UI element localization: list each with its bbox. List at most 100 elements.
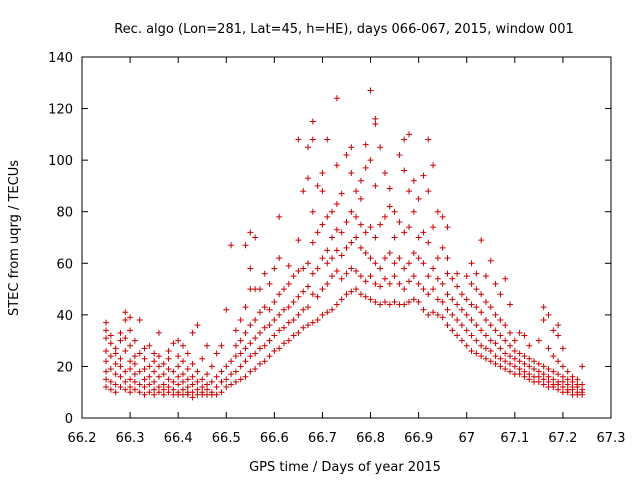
data-point: [420, 286, 427, 293]
data-point: [314, 182, 321, 189]
data-point: [550, 368, 557, 375]
data-point: [329, 234, 336, 241]
data-point: [309, 118, 316, 125]
data-point: [401, 229, 408, 236]
data-point: [127, 376, 134, 383]
data-point: [295, 136, 302, 143]
data-point: [319, 170, 326, 177]
data-point: [333, 95, 340, 102]
data-point: [338, 229, 345, 236]
data-point: [314, 317, 321, 324]
data-point: [357, 221, 364, 228]
data-point: [353, 234, 360, 241]
plot-frame: [81, 56, 612, 419]
data-point: [487, 358, 494, 365]
data-point: [305, 304, 312, 311]
data-point: [386, 301, 393, 308]
data-point: [362, 229, 369, 236]
data-point: [579, 363, 586, 370]
data-point: [300, 188, 307, 195]
data-point: [564, 381, 571, 388]
data-point: [285, 337, 292, 344]
data-point: [463, 342, 470, 349]
data-point: [300, 324, 307, 331]
data-point: [131, 353, 138, 360]
data-point: [136, 350, 143, 357]
data-point: [430, 309, 437, 316]
data-point: [146, 342, 153, 349]
data-point: [199, 376, 206, 383]
data-point: [141, 355, 148, 362]
data-point: [473, 270, 480, 277]
data-point: [179, 378, 186, 385]
data-point: [103, 347, 110, 354]
data-point: [247, 265, 254, 272]
data-point: [266, 337, 273, 344]
data-point: [377, 301, 384, 308]
data-point: [256, 329, 263, 336]
data-point: [353, 268, 360, 275]
data-point: [381, 170, 388, 177]
data-point: [175, 363, 182, 370]
data-point: [381, 255, 388, 262]
data-point: [261, 304, 268, 311]
data-point: [381, 298, 388, 305]
data-point: [112, 371, 119, 378]
data-point: [333, 162, 340, 169]
data-point: [540, 381, 547, 388]
data-point: [261, 358, 268, 365]
data-point: [232, 368, 239, 375]
data-point: [444, 224, 451, 231]
data-point: [208, 363, 215, 370]
data-point: [425, 291, 432, 298]
data-point: [511, 347, 518, 354]
data-point: [559, 363, 566, 370]
data-point: [305, 322, 312, 329]
data-point: [256, 286, 263, 293]
data-point: [454, 301, 461, 308]
data-point: [107, 340, 114, 347]
data-point: [516, 366, 523, 373]
data-point: [237, 376, 244, 383]
data-point: [487, 257, 494, 264]
data-point: [343, 244, 350, 251]
data-point: [329, 273, 336, 280]
data-point: [199, 355, 206, 362]
data-point: [439, 280, 446, 287]
data-point: [266, 353, 273, 360]
data-point: [357, 177, 364, 184]
data-point: [507, 353, 514, 360]
data-point: [502, 337, 509, 344]
data-point: [482, 345, 489, 352]
data-point: [338, 190, 345, 197]
data-point: [242, 373, 249, 380]
data-point: [146, 373, 153, 380]
data-point: [507, 301, 514, 308]
data-point: [487, 347, 494, 354]
data-point: [189, 360, 196, 367]
data-point: [117, 384, 124, 391]
data-point: [458, 337, 465, 344]
data-point: [204, 386, 211, 393]
data-point: [141, 384, 148, 391]
data-point: [285, 319, 292, 326]
data-point: [487, 304, 494, 311]
data-point: [103, 384, 110, 391]
data-point: [478, 353, 485, 360]
data-point: [338, 296, 345, 303]
data-point: [482, 273, 489, 280]
data-point: [540, 363, 547, 370]
data-point: [449, 327, 456, 334]
data-point: [280, 306, 287, 313]
data-point: [555, 386, 562, 393]
data-point: [550, 376, 557, 383]
data-point: [372, 121, 379, 128]
data-point: [415, 280, 422, 287]
data-point: [314, 265, 321, 272]
data-point: [213, 350, 220, 357]
data-point: [175, 389, 182, 396]
data-point: [189, 394, 196, 401]
data-point: [406, 188, 413, 195]
data-point: [189, 373, 196, 380]
data-point: [425, 239, 432, 246]
